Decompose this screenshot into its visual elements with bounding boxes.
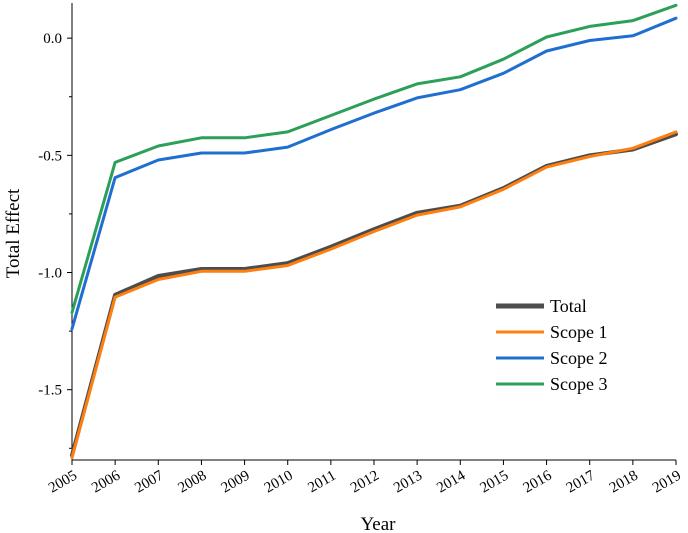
- x-tick-label: 2014: [434, 467, 468, 496]
- legend-label: Scope 2: [550, 348, 608, 368]
- legend: Total Scope 1 Scope 2 Scope 3: [496, 296, 608, 394]
- y-tick-label: -1.5: [38, 383, 62, 399]
- plot-lines: [70, 3, 678, 460]
- y-tick-label: -0.5: [38, 148, 62, 164]
- x-tick-label: 2009: [219, 468, 253, 497]
- x-tick-label: 2016: [521, 467, 555, 496]
- series-line-scope-1: [70, 130, 678, 460]
- x-tick-label: 2012: [348, 468, 382, 497]
- legend-label: Scope 1: [550, 322, 608, 342]
- x-tick-label: 2007: [132, 467, 166, 496]
- x-tick-label: 2006: [89, 467, 123, 496]
- x-tick-label: 2013: [391, 468, 425, 497]
- legend-label: Scope 3: [550, 374, 608, 394]
- y-tick-label: 0.0: [43, 31, 62, 47]
- x-tick-label: 2011: [305, 468, 339, 497]
- x-tick-label: 2018: [607, 468, 641, 497]
- series-line-total: [70, 132, 678, 458]
- x-tick-label: 2008: [175, 468, 209, 497]
- x-tick-label: 2005: [46, 468, 80, 497]
- y-tick-label: -1.0: [38, 266, 62, 282]
- legend-label: Total: [550, 296, 587, 316]
- y-axis-title: Total Effect: [3, 188, 24, 278]
- series-line-scope-3: [70, 3, 678, 314]
- x-tick-label: 2019: [650, 468, 684, 497]
- x-tick-label: 2017: [564, 467, 598, 496]
- x-tick-label: 2010: [262, 468, 296, 497]
- series-line-scope-2: [70, 16, 678, 331]
- axes: 0.0 -0.5 -1.0 -1.5 2005 2006 2007 2008 2009 2010 2…: [38, 3, 684, 496]
- x-axis-title: Year: [360, 514, 396, 533]
- x-tick-label: 2015: [477, 468, 511, 497]
